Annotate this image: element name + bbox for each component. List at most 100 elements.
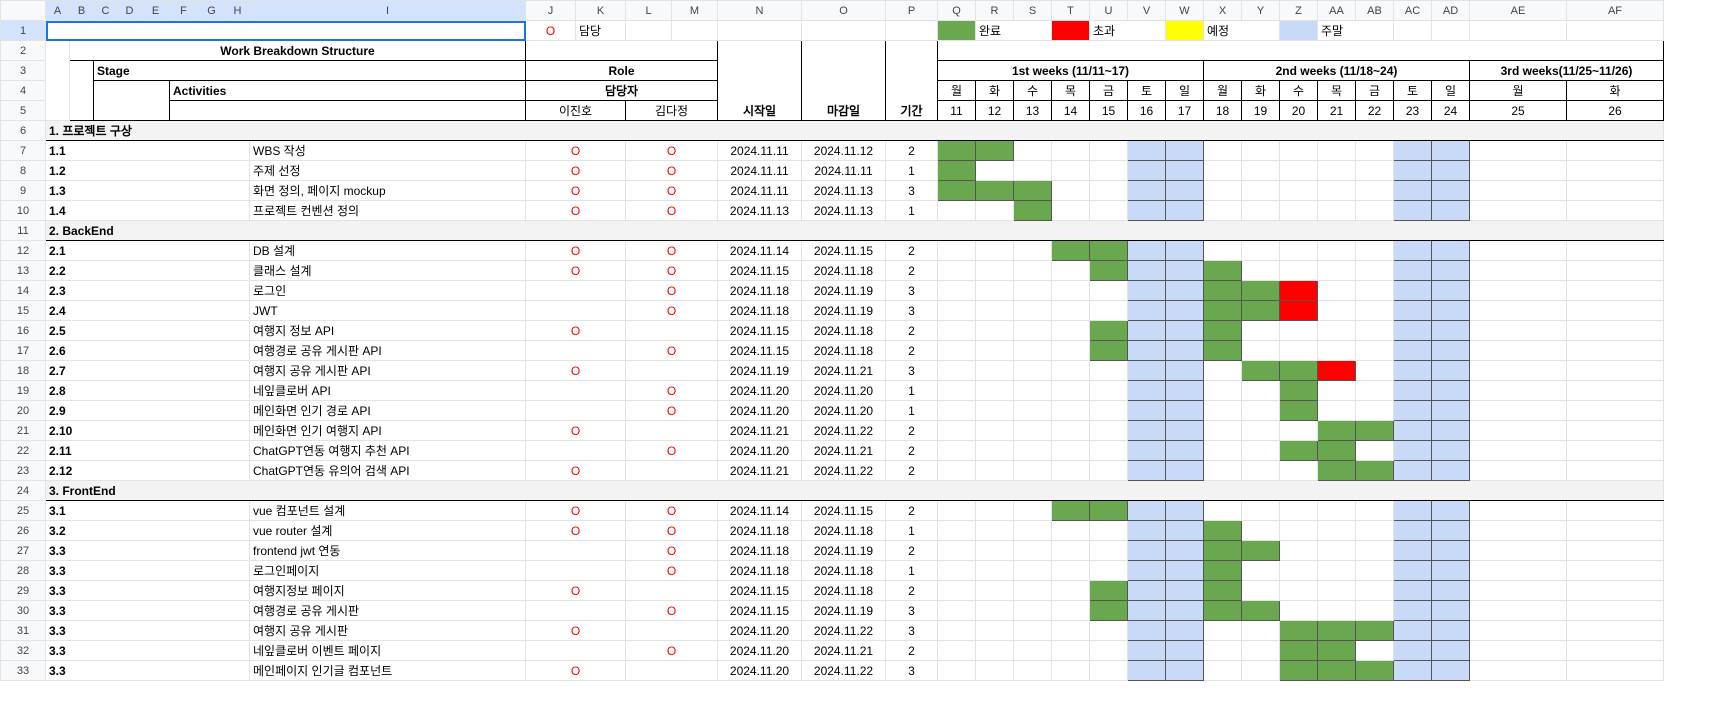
column-header-N[interactable]: N [717, 0, 802, 21]
task-id[interactable]: 1.2 [45, 160, 250, 181]
date-header[interactable]: 19 [1241, 100, 1280, 121]
gantt-cell[interactable] [1165, 320, 1204, 341]
task-name[interactable]: JWT [249, 300, 526, 321]
activities-header[interactable]: Activities [169, 80, 526, 101]
row-header[interactable]: 29 [0, 580, 46, 601]
task-owner2[interactable]: O [625, 240, 718, 261]
task-end[interactable]: 2024.11.15 [801, 240, 886, 261]
task-owner2[interactable]: O [625, 400, 718, 421]
gantt-cell[interactable] [975, 140, 1014, 161]
date-header[interactable]: 16 [1127, 100, 1166, 121]
gantt-cell[interactable] [1203, 240, 1242, 261]
task-end[interactable]: 2024.11.22 [801, 620, 886, 641]
task-owner2[interactable] [625, 460, 718, 481]
gantt-cell[interactable] [1317, 200, 1356, 221]
gantt-cell[interactable] [1241, 580, 1280, 601]
gantt-cell[interactable] [1431, 580, 1470, 601]
column-header-P[interactable]: P [885, 0, 938, 21]
task-owner2[interactable] [625, 620, 718, 641]
gantt-cell[interactable] [1393, 340, 1432, 361]
gantt-cell[interactable] [1013, 300, 1052, 321]
gantt-cell[interactable] [1203, 380, 1242, 401]
column-header-AE[interactable]: AE [1469, 0, 1567, 21]
gantt-cell[interactable] [1317, 440, 1356, 461]
gantt-cell[interactable] [1089, 300, 1128, 321]
gantt-cell[interactable] [1317, 340, 1356, 361]
gantt-cell[interactable] [1241, 200, 1280, 221]
gantt-cell[interactable] [1279, 340, 1318, 361]
gantt-cell[interactable] [1051, 560, 1090, 581]
column-header-J[interactable]: J [525, 0, 576, 21]
row-header[interactable]: 12 [0, 240, 46, 261]
task-duration[interactable]: 2 [885, 420, 938, 441]
date-header[interactable]: 17 [1165, 100, 1204, 121]
date-header[interactable]: 20 [1279, 100, 1318, 121]
cell[interactable] [671, 20, 718, 41]
task-name[interactable]: 로그인 [249, 280, 526, 301]
task-owner2[interactable]: O [625, 540, 718, 561]
gantt-cell[interactable] [1203, 300, 1242, 321]
column-header-AB[interactable]: AB [1355, 0, 1394, 21]
task-name[interactable]: 여행경로 공유 게시판 [249, 600, 526, 621]
gantt-cell[interactable] [975, 580, 1014, 601]
gantt-cell[interactable] [1127, 260, 1166, 281]
row-header[interactable]: 27 [0, 540, 46, 561]
date-header[interactable]: 21 [1317, 100, 1356, 121]
gantt-cell[interactable] [1241, 460, 1280, 481]
gantt-cell[interactable] [1431, 140, 1470, 161]
gantt-cell[interactable] [1566, 520, 1664, 541]
column-header-S[interactable]: S [1013, 0, 1052, 21]
day-header[interactable]: 목 [1317, 80, 1356, 101]
row-header[interactable]: 23 [0, 460, 46, 481]
gantt-cell[interactable] [1165, 440, 1204, 461]
gantt-cell[interactable] [1317, 420, 1356, 441]
row-header[interactable]: 15 [0, 300, 46, 321]
gantt-cell[interactable] [975, 520, 1014, 541]
row-header[interactable]: 25 [0, 500, 46, 521]
gantt-cell[interactable] [1165, 160, 1204, 181]
task-owner2[interactable]: O [625, 500, 718, 521]
task-name[interactable]: 로그인페이지 [249, 560, 526, 581]
gantt-cell[interactable] [1127, 600, 1166, 621]
task-name[interactable]: vue router 설계 [249, 520, 526, 541]
task-owner1[interactable] [525, 540, 626, 561]
task-name[interactable]: ChatGPT연동 유의어 검색 API [249, 460, 526, 481]
gantt-cell[interactable] [937, 600, 976, 621]
gantt-cell[interactable] [1203, 600, 1242, 621]
day-header[interactable]: 화 [1241, 80, 1280, 101]
gantt-cell[interactable] [1317, 160, 1356, 181]
gantt-cell[interactable] [1469, 300, 1567, 321]
gantt-cell[interactable] [1317, 640, 1356, 661]
gantt-cell[interactable] [1127, 360, 1166, 381]
task-id[interactable]: 2.10 [45, 420, 250, 441]
task-start[interactable]: 2024.11.20 [717, 620, 802, 641]
gantt-cell[interactable] [1127, 320, 1166, 341]
gantt-cell[interactable] [1355, 300, 1394, 321]
task-start[interactable]: 2024.11.20 [717, 640, 802, 661]
gantt-cell[interactable] [1469, 260, 1567, 281]
gantt-cell[interactable] [1469, 500, 1567, 521]
gantt-cell[interactable] [1241, 380, 1280, 401]
gantt-cell[interactable] [1566, 280, 1664, 301]
gantt-cell[interactable] [1203, 360, 1242, 381]
gantt-cell[interactable] [1089, 560, 1128, 581]
column-header-D[interactable]: D [117, 0, 142, 21]
task-owner2[interactable]: O [625, 380, 718, 401]
gantt-cell[interactable] [1089, 280, 1128, 301]
task-owner2[interactable]: O [625, 140, 718, 161]
task-id[interactable]: 3.3 [45, 640, 250, 661]
gantt-cell[interactable] [1566, 660, 1664, 681]
gantt-cell[interactable] [1566, 300, 1664, 321]
row-header[interactable]: 24 [0, 480, 46, 501]
task-duration[interactable]: 2 [885, 640, 938, 661]
gantt-cell[interactable] [1165, 380, 1204, 401]
gantt-cell[interactable] [1127, 580, 1166, 601]
gantt-cell[interactable] [937, 560, 976, 581]
gantt-cell[interactable] [1165, 620, 1204, 641]
gantt-cell[interactable] [1279, 460, 1318, 481]
task-name[interactable]: frontend jwt 연동 [249, 540, 526, 561]
gantt-cell[interactable] [1241, 240, 1280, 261]
gantt-cell[interactable] [1393, 300, 1432, 321]
gantt-cell[interactable] [1279, 440, 1318, 461]
gantt-cell[interactable] [1127, 140, 1166, 161]
